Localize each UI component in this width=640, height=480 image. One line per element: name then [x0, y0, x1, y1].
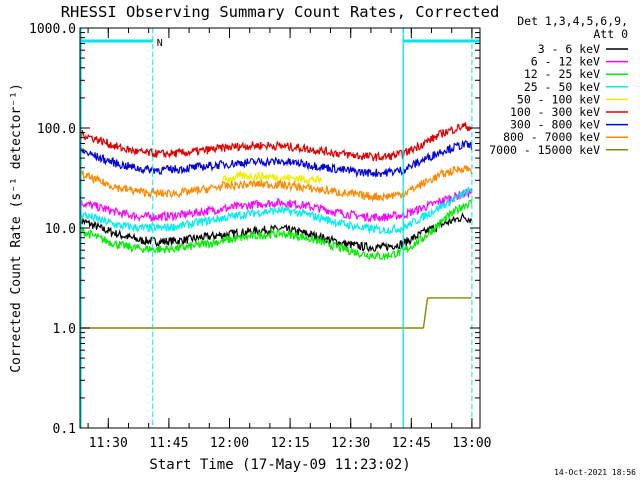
series-50-100-kev: [221, 169, 323, 184]
series-100-300-kev: [79, 122, 472, 162]
y-tick-label: 1000.0: [29, 22, 76, 37]
x-tick-label: 12:45: [392, 436, 431, 451]
legend-label-800-7000-kev: 800 - 7000 keV: [503, 130, 600, 144]
legend-header-attenuator: Att 0: [593, 27, 628, 41]
x-tick-label: 11:30: [89, 436, 128, 451]
legend-label-7000-15000-kev: 7000 - 15000 keV: [489, 143, 600, 157]
x-tick-label: 12:30: [331, 436, 370, 451]
series-25-50-kev: [79, 186, 472, 236]
legend-label-100-300-kev: 100 - 300 keV: [510, 105, 600, 119]
legend-label-6-12-kev: 6 - 12 keV: [531, 55, 600, 69]
x-axis-label: Start Time (17-May-09 11:23:02): [149, 457, 410, 473]
series-3-6-kev: [79, 212, 473, 253]
x-tick-label: 11:45: [149, 436, 188, 451]
series-12-25-kev: [79, 199, 473, 261]
y-tick-label: 100.0: [37, 122, 76, 137]
series-300-800-kev: [79, 139, 473, 179]
legend-label-300-800-kev: 300 - 800 keV: [510, 118, 600, 132]
x-axis: 11:30 11:45 12:00 12:15 12:30 12:45 13:00: [87, 28, 491, 451]
legend-label-50-100-kev: 50 - 100 keV: [517, 92, 600, 106]
y-tick-label: 10.0: [45, 222, 76, 237]
x-tick-label: 12:15: [271, 436, 310, 451]
series-800-7000-kev: [79, 164, 473, 203]
footer-timestamp: 14-Oct-2021 18:56: [554, 468, 636, 477]
series-layer: [79, 122, 473, 329]
legend-label-12-25-kev: 12 - 25 keV: [524, 67, 600, 81]
series-7000-15000-kev: [80, 297, 472, 329]
series-6-12-kev: [79, 188, 473, 223]
timeline-marker-label: N: [157, 38, 163, 49]
legend-label-3-6-kev: 3 - 6 keV: [538, 42, 600, 56]
y-axis: 0.1 1.0 10.0 100.0 1000.0: [29, 22, 480, 437]
x-tick-label: 12:00: [210, 436, 249, 451]
y-tick-label: 1.0: [53, 322, 76, 337]
legend-label-25-50-kev: 25 - 50 keV: [524, 80, 600, 94]
x-tick-label: 13:00: [452, 436, 491, 451]
chart-title: RHESSI Observing Summary Count Rates, Co…: [61, 3, 500, 21]
y-tick-label: 0.1: [53, 422, 76, 437]
legend-header-detectors: Det 1,3,4,5,6,9,: [517, 14, 628, 28]
y-axis-label: Corrected Count Rate (s⁻¹ detector⁻¹): [9, 83, 24, 373]
